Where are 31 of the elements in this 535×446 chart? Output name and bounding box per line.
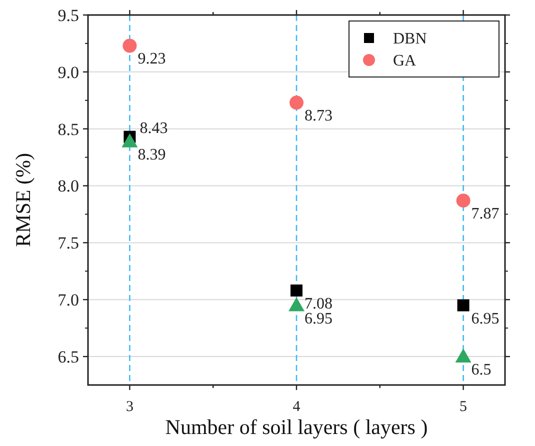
legend-label: DBN bbox=[393, 30, 428, 48]
point bbox=[122, 133, 138, 148]
x-tick-label: 4 bbox=[292, 399, 301, 415]
data-label: 6.95 bbox=[471, 310, 500, 328]
point bbox=[288, 297, 304, 312]
y-tick-label: 8.0 bbox=[58, 176, 79, 196]
point bbox=[455, 348, 472, 363]
data-label: 9.23 bbox=[138, 50, 166, 68]
data-label: 8.39 bbox=[138, 146, 166, 164]
legend-label: GA bbox=[393, 52, 417, 70]
x-axis-title: Number of soil layers ( layers ) bbox=[165, 415, 428, 439]
data-label: 6.5 bbox=[471, 362, 492, 379]
y-tick-label: 7.5 bbox=[58, 234, 79, 253]
data-label: 8.73 bbox=[304, 108, 332, 125]
data-label: 6.95 bbox=[304, 310, 332, 328]
point bbox=[457, 299, 470, 312]
y-tick-label: 7.0 bbox=[58, 290, 79, 310]
data-label: 8.43 bbox=[140, 120, 168, 137]
point bbox=[456, 194, 470, 208]
point bbox=[122, 38, 137, 53]
point bbox=[290, 96, 304, 110]
x-tick-label: 5 bbox=[460, 399, 468, 415]
y-tick-label: 9.0 bbox=[58, 62, 79, 82]
y-tick-label: 8.5 bbox=[58, 120, 79, 139]
x-tick-label: 3 bbox=[126, 399, 134, 415]
data-label: 7.08 bbox=[304, 296, 332, 313]
point bbox=[290, 284, 302, 297]
y-tick-label: 6.5 bbox=[58, 347, 79, 366]
data-label: 7.87 bbox=[471, 206, 500, 223]
y-axis-title: RMSE (%) bbox=[11, 153, 35, 247]
y-tick-label: 9.5 bbox=[58, 6, 79, 25]
